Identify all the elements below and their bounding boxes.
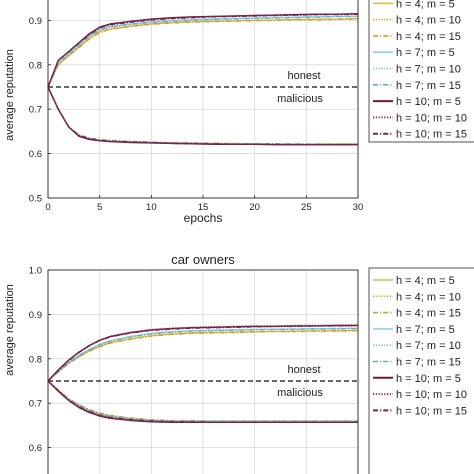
x-tick-label: 5	[97, 202, 102, 213]
y-tick-label: 0.7	[29, 399, 42, 410]
y-tick-label: 0.7	[29, 105, 42, 116]
legend-label-8: h = 10; m = 10	[396, 112, 467, 124]
series-line-upper-5	[47, 327, 358, 382]
legend-label-2: h = 4; m = 10	[396, 15, 461, 27]
legend-label-6: h = 7; m = 15	[396, 80, 461, 92]
x-tick-label: 15	[198, 202, 209, 213]
chart-title: car owners	[171, 252, 235, 267]
legend-label-5: h = 7; m = 10	[396, 340, 461, 352]
legend-label-9: h = 10; m = 15	[396, 129, 467, 141]
series-line-upper-2	[47, 329, 358, 382]
chart-panel-2: honest malicious 0.6 0.7 0.8 0.9 1.0 average re…	[4, 252, 474, 474]
series-line-upper-2	[47, 18, 359, 88]
legend-label-1: h = 4; m = 5	[396, 275, 455, 287]
reference-label-malicious: malicious	[277, 387, 323, 399]
y-tick-label: 0.8	[29, 60, 42, 71]
series-line-upper-6	[47, 15, 359, 88]
legend-label-1: h = 4; m = 5	[396, 0, 455, 10]
legend-label-6: h = 7; m = 15	[396, 357, 461, 369]
y-axis-label: average reputation	[4, 284, 16, 376]
x-tick-label: 25	[301, 202, 312, 213]
legend-box	[368, 267, 474, 474]
x-tick-label: 10	[146, 202, 157, 213]
series-line-upper-5	[47, 15, 359, 88]
axes-frame	[47, 269, 359, 474]
series-line-lower-9	[47, 86, 358, 146]
legend-label-4: h = 7; m = 5	[396, 47, 455, 59]
reference-label-honest: honest	[287, 364, 320, 376]
x-axis-label: epochs	[184, 211, 223, 225]
series-line-lower-9	[47, 380, 358, 423]
legend-label-3: h = 4; m = 15	[396, 31, 461, 43]
legend-label-4: h = 7; m = 5	[396, 324, 455, 336]
y-axis-label: average reputation	[4, 49, 16, 141]
reference-label-honest: honest	[287, 70, 320, 82]
legend: h = 4; m = 5 h = 4; m = 10 h = 4; m = 15 h …	[368, 0, 474, 143]
reference-label-malicious: malicious	[277, 93, 323, 105]
series-line-upper-9	[47, 13, 359, 88]
series-line-lower-6	[47, 380, 358, 422]
series-line-upper-6	[47, 328, 359, 382]
legend-label-8: h = 10; m = 10	[396, 389, 467, 401]
legend-box	[368, 0, 474, 143]
x-tick-label: 20	[249, 202, 260, 213]
y-tick-label: 0.6	[29, 149, 42, 160]
series-line-upper-9	[47, 324, 359, 382]
y-tick-label: 0.9	[29, 310, 42, 321]
legend-label-7: h = 10; m = 5	[396, 373, 461, 385]
legend-label-2: h = 4; m = 10	[396, 291, 461, 303]
legend-label-7: h = 10; m = 5	[396, 96, 461, 108]
y-tick-label: 0.8	[29, 354, 42, 365]
legend-label-5: h = 7; m = 10	[396, 64, 461, 76]
y-tick-label: 0.5	[29, 194, 42, 205]
chart-panel-1: honest malicious 0.5 0.6 0.7 0.8 0.9 0 5 10 15 20 25…	[4, 0, 474, 225]
series-line-upper-3	[47, 330, 359, 382]
series-line-upper-3	[47, 18, 359, 88]
legend-label-3: h = 4; m = 15	[396, 308, 461, 320]
x-tick-label: 0	[45, 202, 50, 213]
series-line-lower-8	[47, 86, 358, 146]
legend-label-9: h = 10; m = 15	[396, 405, 467, 417]
y-tick-label: 0.6	[29, 443, 42, 454]
x-tick-label: 30	[353, 202, 364, 213]
legend: h = 4; m = 5 h = 4; m = 10 h = 4; m = 15 h …	[368, 267, 474, 474]
y-tick-label: 1.0	[29, 266, 42, 277]
y-tick-label: 0.9	[29, 16, 42, 27]
